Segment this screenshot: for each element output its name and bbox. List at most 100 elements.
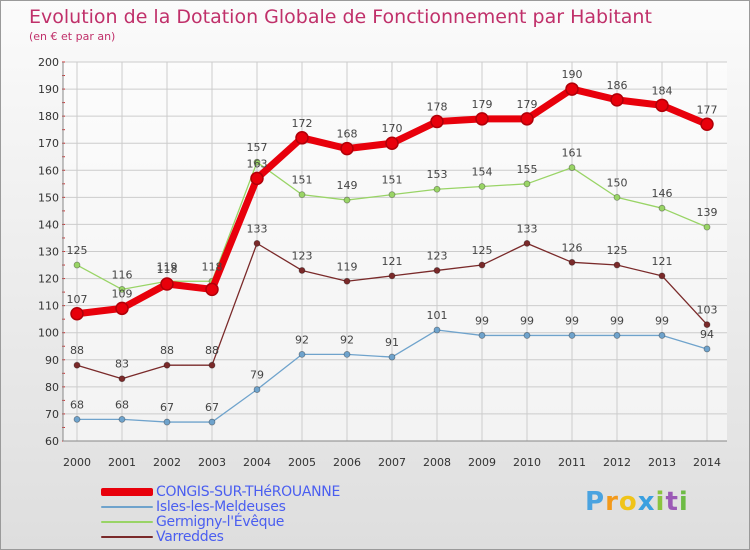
data-label: 121 (382, 255, 403, 268)
data-point (253, 158, 261, 166)
x-tick-label: 2012 (603, 456, 631, 469)
data-point (523, 239, 531, 247)
data-point (433, 267, 441, 274)
data-point (388, 353, 396, 361)
data-point (478, 332, 486, 339)
x-tick-label: 2007 (378, 456, 406, 469)
data-label: 118 (202, 260, 223, 273)
data-label: 118 (157, 263, 178, 276)
x-tick-label: 2010 (513, 456, 541, 469)
x-tick-label: 2014 (693, 456, 721, 469)
x-tick-label: 2005 (288, 456, 316, 469)
data-point (523, 180, 531, 188)
data-label: 68 (115, 398, 129, 411)
data-point (568, 332, 576, 339)
data-point (73, 415, 81, 423)
data-label: 68 (70, 398, 84, 411)
data-label: 190 (562, 68, 583, 81)
data-label: 153 (427, 168, 448, 181)
data-label: 88 (205, 344, 219, 357)
data-point (658, 272, 666, 280)
logo-letter: x (637, 487, 656, 517)
data-point (703, 223, 711, 231)
data-label: 146 (652, 187, 673, 200)
x-tick-label: 2002 (153, 456, 181, 469)
data-label: 179 (517, 98, 538, 111)
data-point (613, 261, 621, 269)
data-point (73, 261, 81, 269)
data-point (253, 386, 261, 393)
data-label: 116 (112, 268, 133, 281)
x-tick-label: 2000 (63, 456, 91, 469)
data-point (70, 307, 84, 321)
data-label: 119 (157, 260, 178, 273)
y-tick-label: 90 (45, 354, 59, 367)
data-point (385, 136, 399, 150)
data-point (343, 196, 351, 204)
data-label: 83 (115, 358, 129, 371)
data-point (433, 185, 441, 193)
data-label: 161 (562, 147, 583, 160)
y-tick-label: 200 (38, 56, 59, 69)
proxiti-logo: Proxiti (585, 487, 689, 517)
x-tick-label: 2001 (108, 456, 136, 469)
data-point (340, 141, 354, 156)
logo-letter: i (655, 487, 666, 517)
data-label: 168 (337, 128, 358, 141)
y-tick-label: 190 (38, 83, 59, 96)
chart-title: Evolution de la Dotation Globale de Fonc… (29, 6, 652, 28)
data-point (163, 361, 171, 369)
data-label: 99 (655, 314, 669, 327)
data-point (388, 272, 396, 280)
data-point (298, 191, 306, 199)
data-point (118, 285, 126, 293)
data-label: 88 (160, 344, 174, 357)
data-label: 150 (607, 176, 628, 189)
data-label: 177 (697, 103, 718, 116)
data-label: 179 (472, 98, 493, 111)
data-point (118, 415, 126, 423)
y-tick-label: 170 (38, 137, 59, 150)
data-point (568, 164, 576, 171)
data-point (700, 117, 714, 132)
data-label: 126 (562, 241, 583, 254)
data-label: 79 (250, 369, 264, 382)
logo-letter: P (585, 487, 606, 517)
data-label: 125 (67, 244, 88, 257)
x-tick-label: 2003 (198, 456, 226, 469)
data-point (250, 171, 264, 186)
data-point (208, 418, 216, 426)
data-label: 154 (472, 166, 493, 179)
data-point (160, 277, 174, 291)
data-point (658, 332, 666, 339)
logo-letter: t (665, 487, 679, 517)
data-label: 99 (565, 314, 579, 327)
chart-subtitle: (en € et par an) (29, 30, 116, 43)
x-tick-label: 2009 (468, 456, 496, 469)
data-label: 109 (112, 287, 133, 300)
data-point (610, 93, 624, 107)
data-point (655, 98, 669, 113)
data-point (658, 204, 666, 212)
data-point (430, 114, 444, 129)
y-tick-label: 160 (38, 164, 59, 177)
y-tick-label: 150 (38, 191, 59, 204)
legend-swatch (101, 506, 153, 508)
y-tick-label: 80 (45, 381, 59, 394)
x-tick-label: 2011 (558, 456, 586, 469)
data-label: 184 (652, 84, 673, 97)
data-label: 178 (427, 101, 448, 114)
legend-label: Isles-les-Meldeuses (156, 499, 286, 515)
legend-label: Germigny-l'Évêque (156, 514, 285, 530)
data-label: 133 (517, 222, 538, 235)
data-point (565, 82, 579, 96)
data-point (343, 277, 351, 285)
y-tick-label: 140 (38, 218, 59, 231)
data-point (298, 267, 306, 274)
data-label: 67 (160, 401, 174, 414)
data-label: 101 (427, 309, 448, 322)
data-label: 186 (607, 79, 628, 92)
data-label: 172 (292, 117, 313, 130)
data-point (520, 112, 534, 126)
